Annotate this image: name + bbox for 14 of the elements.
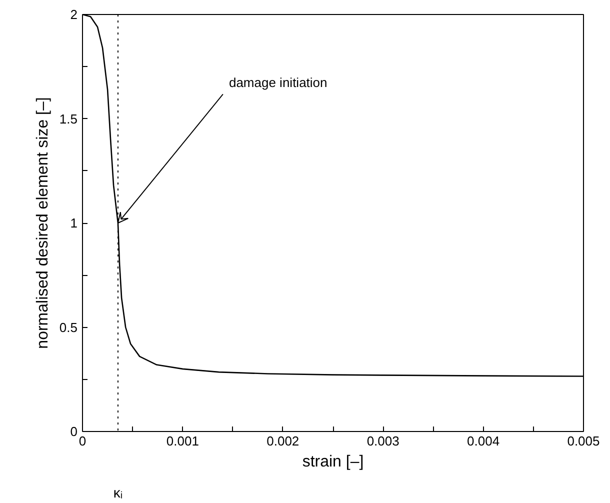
x-tick-label: 0.001	[166, 434, 199, 448]
x-tick-label: 0.005	[567, 434, 600, 448]
y-tick-label: 1.5	[59, 111, 78, 126]
y-tick-label: 1	[70, 216, 78, 230]
ref-line-label: κᵢ	[113, 484, 123, 500]
y-tick-label: 0	[70, 424, 78, 439]
x-axis-title: strain [–]	[302, 454, 364, 470]
y-tick-label: 2	[70, 7, 78, 22]
y-axis-title: normalised desired element size [–]	[34, 97, 52, 349]
x-tick-label: 0.004	[467, 434, 500, 448]
y-tick-label: 0.5	[59, 320, 78, 335]
x-tick-label: 0.003	[366, 434, 400, 448]
x-tick-label: 0.002	[266, 434, 300, 448]
annotation: damage initiation	[228, 75, 328, 90]
